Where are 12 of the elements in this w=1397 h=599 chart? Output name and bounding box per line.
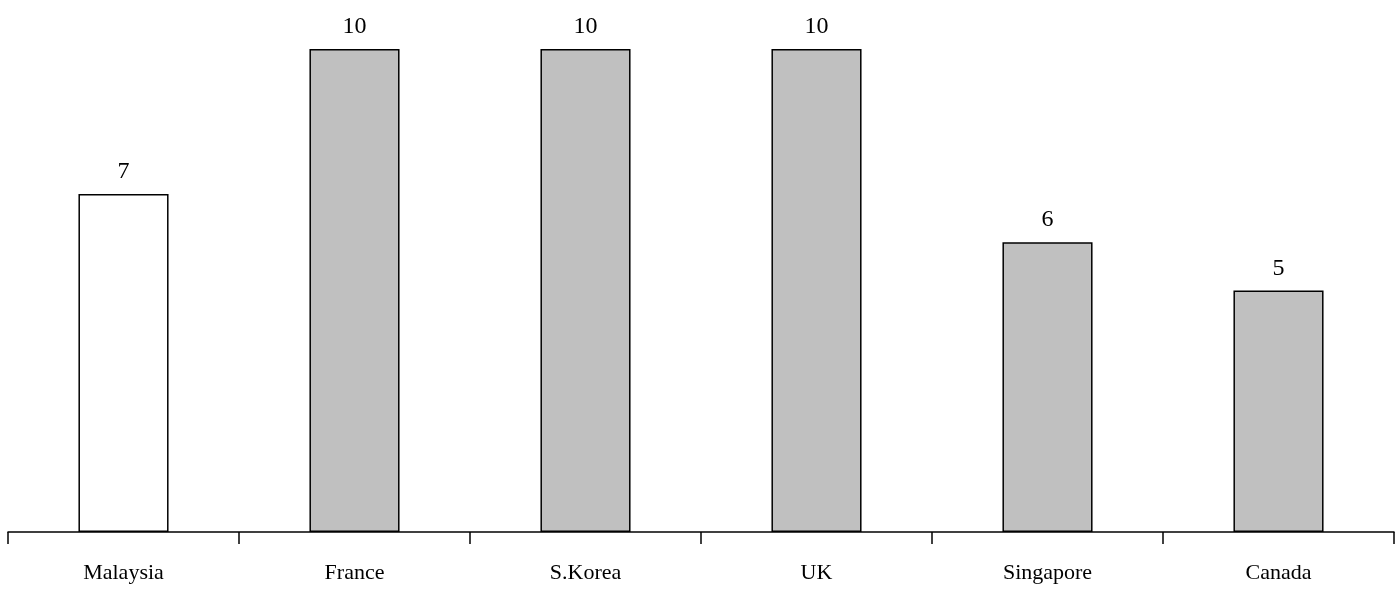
data-label: 10 xyxy=(804,12,829,38)
data-label: 5 xyxy=(1272,253,1285,280)
x-tick-label: Malaysia xyxy=(83,558,165,584)
x-tick-label: Singapore xyxy=(1002,558,1093,584)
data-label: 7 xyxy=(117,156,130,183)
data-label: 6 xyxy=(1041,205,1054,232)
data-label: 10 xyxy=(342,12,367,38)
x-tick-label: UK xyxy=(800,558,833,584)
data-label: 10 xyxy=(573,12,598,38)
x-tick-label: S.Korea xyxy=(549,558,622,584)
x-tick-label: France xyxy=(324,558,385,584)
x-tick-label: Canada xyxy=(1245,558,1312,584)
